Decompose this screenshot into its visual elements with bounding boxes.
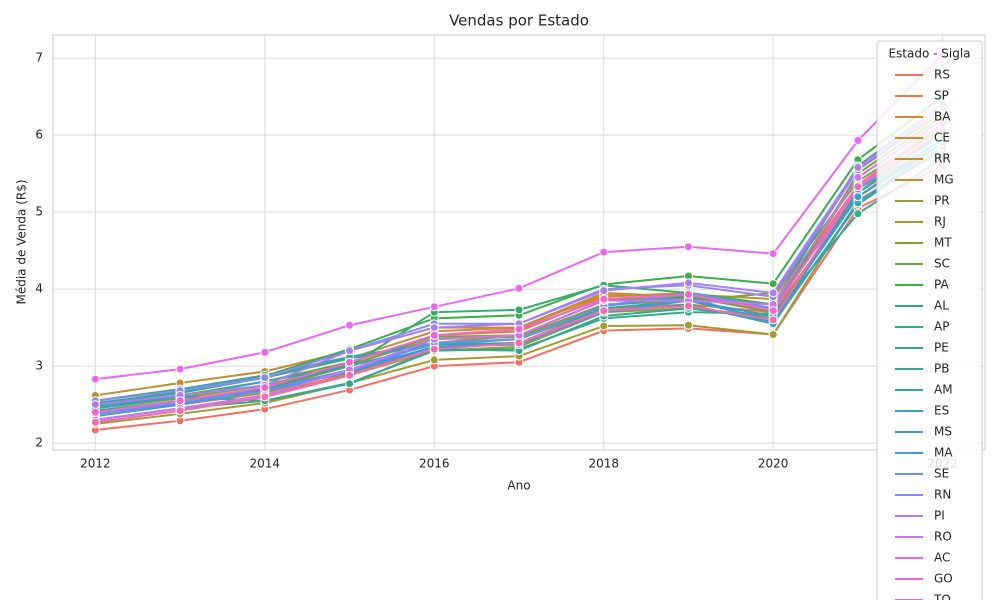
marker bbox=[429, 355, 439, 365]
legend-label: PI bbox=[934, 509, 945, 523]
marker bbox=[260, 347, 270, 357]
marker bbox=[429, 344, 439, 354]
marker bbox=[599, 321, 609, 331]
legend-label: RS bbox=[934, 68, 950, 82]
legend-label: RO bbox=[934, 530, 952, 544]
marker bbox=[345, 370, 355, 380]
marker bbox=[768, 330, 778, 340]
marker bbox=[853, 162, 863, 172]
marker bbox=[853, 192, 863, 202]
y-tick-label: 7 bbox=[35, 51, 43, 65]
marker bbox=[599, 294, 609, 304]
marker bbox=[768, 279, 778, 289]
marker bbox=[260, 373, 270, 383]
x-tick-label: 2020 bbox=[758, 457, 789, 471]
y-tick-label: 4 bbox=[35, 282, 43, 296]
marker bbox=[683, 289, 693, 299]
legend-label: SP bbox=[934, 89, 949, 103]
legend-label: SE bbox=[934, 467, 949, 481]
marker bbox=[90, 417, 100, 427]
marker bbox=[683, 320, 693, 330]
chart-title: Vendas por Estado bbox=[449, 12, 589, 30]
y-tick-label: 2 bbox=[35, 436, 43, 450]
y-tick-label: 3 bbox=[35, 359, 43, 373]
legend-label: MT bbox=[934, 236, 952, 250]
legend: Estado - Sigla RS SP BA CE RR MG PR RJ MT SC PA AL AP… bbox=[876, 40, 983, 600]
marker bbox=[853, 135, 863, 145]
marker bbox=[853, 182, 863, 192]
marker bbox=[853, 172, 863, 182]
legend-label: SC bbox=[934, 257, 950, 271]
marker bbox=[175, 364, 185, 374]
marker bbox=[599, 286, 609, 296]
x-tick-label: 2016 bbox=[419, 457, 450, 471]
y-axis-label: Média de Venda (R$) bbox=[15, 179, 29, 304]
marker bbox=[768, 288, 778, 298]
marker bbox=[90, 400, 100, 410]
marker bbox=[260, 383, 270, 393]
marker bbox=[683, 301, 693, 311]
legend-label: PB bbox=[934, 362, 949, 376]
legend-label: PA bbox=[934, 278, 949, 292]
x-tick-label: 2014 bbox=[250, 457, 281, 471]
marker bbox=[768, 306, 778, 316]
marker bbox=[599, 247, 609, 257]
legend-label: AP bbox=[934, 320, 949, 334]
marker bbox=[683, 242, 693, 252]
legend-label: CE bbox=[934, 131, 950, 145]
marker bbox=[175, 406, 185, 416]
legend-label: MG bbox=[934, 173, 954, 187]
marker bbox=[768, 315, 778, 325]
legend-title: Estado - Sigla bbox=[888, 47, 970, 61]
marker bbox=[345, 379, 355, 389]
legend-label: AM bbox=[934, 383, 953, 397]
legend-label: GO bbox=[934, 572, 953, 586]
legend-label: MA bbox=[934, 446, 953, 460]
legend-label: RN bbox=[934, 488, 951, 502]
legend-label: PE bbox=[934, 341, 949, 355]
marker bbox=[90, 407, 100, 417]
legend-label: RJ bbox=[934, 215, 946, 229]
marker bbox=[514, 324, 524, 334]
legend-label: MS bbox=[934, 425, 952, 439]
marker bbox=[345, 320, 355, 330]
legend-label: RR bbox=[934, 152, 951, 166]
marker bbox=[514, 338, 524, 348]
legend-label: TO bbox=[933, 593, 951, 600]
x-tick-label: 2012 bbox=[80, 457, 111, 471]
x-tick-label: 2018 bbox=[588, 457, 619, 471]
marker bbox=[853, 209, 863, 219]
marker bbox=[768, 249, 778, 259]
marker bbox=[599, 306, 609, 316]
legend-label: AC bbox=[934, 551, 950, 565]
y-tick-label: 5 bbox=[35, 205, 43, 219]
legend-label: BA bbox=[934, 110, 951, 124]
marker bbox=[683, 278, 693, 288]
marker bbox=[345, 357, 355, 367]
y-tick-label: 6 bbox=[35, 128, 43, 142]
marker bbox=[514, 305, 524, 315]
marker bbox=[429, 330, 439, 340]
legend-label: AL bbox=[934, 299, 949, 313]
marker bbox=[345, 346, 355, 356]
marker bbox=[90, 374, 100, 384]
marker bbox=[429, 302, 439, 312]
marker bbox=[514, 283, 524, 293]
marker bbox=[260, 392, 270, 402]
x-axis-label: Ano bbox=[507, 479, 530, 493]
legend-label: ES bbox=[934, 404, 949, 418]
marker bbox=[429, 323, 439, 333]
legend-label: PR bbox=[934, 194, 950, 208]
marker bbox=[175, 396, 185, 406]
legend-box bbox=[876, 40, 983, 600]
